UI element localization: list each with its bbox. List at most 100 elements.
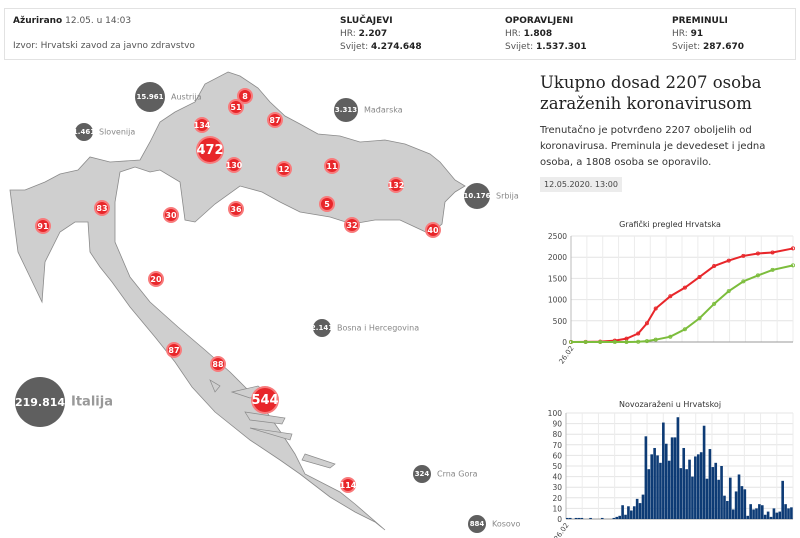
data-point xyxy=(612,339,617,344)
bar xyxy=(650,454,654,519)
stat-title: PREMINULI xyxy=(672,16,728,26)
data-point xyxy=(583,339,588,344)
chart-title: Novozaraženi u Hrvatskoj xyxy=(619,400,721,409)
bar xyxy=(717,479,720,519)
data-point xyxy=(755,273,760,278)
bar xyxy=(676,417,680,519)
bar xyxy=(644,436,648,519)
bar xyxy=(784,504,787,519)
bar xyxy=(670,437,674,519)
county-case-bubble[interactable]: 32 xyxy=(344,217,360,233)
bar xyxy=(685,469,688,519)
country-case-bubble[interactable]: 10.176 xyxy=(464,183,491,209)
summary-title: Ukupno dosad 2207 osoba zaraženih korona… xyxy=(540,73,762,113)
bar xyxy=(726,500,729,519)
hr-value: 2.207 xyxy=(358,29,388,39)
bar xyxy=(673,437,677,519)
county-case-bubble[interactable]: 88 xyxy=(210,356,226,372)
y-tick-label: 0 xyxy=(557,515,562,524)
stat-deaths: PREMINULI HR: 91 Svijet: 287.670 xyxy=(672,15,744,54)
bar xyxy=(641,494,645,519)
bar xyxy=(618,515,622,519)
county-case-bubble[interactable]: 5 xyxy=(319,196,335,212)
county-case-bubble[interactable]: 114 xyxy=(340,477,356,493)
data-point xyxy=(712,301,717,306)
bar xyxy=(589,517,592,519)
data-point xyxy=(790,263,795,268)
county-case-bubble[interactable]: 11 xyxy=(324,158,340,174)
x-tick-label: 26.02 xyxy=(558,345,576,366)
data-point xyxy=(726,289,731,294)
data-point xyxy=(697,274,702,279)
country-case-bubble[interactable]: 15.961 xyxy=(135,82,165,112)
bar xyxy=(566,517,569,519)
county-case-bubble[interactable]: 132 xyxy=(388,177,404,193)
county-case-bubble[interactable]: 20 xyxy=(148,271,164,287)
bar xyxy=(790,507,793,519)
bar xyxy=(731,509,735,519)
county-case-bubble[interactable]: 87 xyxy=(267,112,283,128)
country-case-bubble[interactable]: 219.814 xyxy=(15,377,65,427)
stats-header: Ažurirano 12.05. u 14:03 Izvor: Hrvatski… xyxy=(4,8,796,60)
bar xyxy=(691,476,694,519)
data-point xyxy=(644,339,649,344)
y-tick-label: 500 xyxy=(553,317,568,326)
county-case-bubble[interactable]: 40 xyxy=(425,222,441,238)
y-tick-label: 80 xyxy=(552,430,562,439)
bar xyxy=(728,477,732,519)
updated-label: Ažurirano xyxy=(13,16,63,26)
bar xyxy=(749,504,752,519)
data-point xyxy=(790,246,795,251)
world-label: Svijet: xyxy=(672,42,701,52)
stat-title: SLUČAJEVI xyxy=(340,16,393,26)
stat-cases: SLUČAJEVI HR: 2.207 Svijet: 4.274.648 xyxy=(340,15,422,54)
data-point xyxy=(624,339,629,344)
country-case-bubble[interactable]: 324 xyxy=(413,465,431,483)
data-point xyxy=(770,250,775,255)
county-case-bubble[interactable]: 83 xyxy=(94,200,110,216)
bar xyxy=(711,467,715,519)
county-case-bubble[interactable]: 472 xyxy=(196,136,224,164)
county-case-bubble[interactable]: 134 xyxy=(194,117,210,133)
bar xyxy=(705,478,709,519)
bar xyxy=(694,456,697,519)
county-case-bubble[interactable]: 91 xyxy=(35,218,51,234)
bar xyxy=(740,486,744,519)
x-tick-label: 26.02 xyxy=(553,522,571,538)
country-case-bubble[interactable]: 1.461 xyxy=(73,123,95,141)
hr-value: 91 xyxy=(690,29,704,39)
county-case-bubble[interactable]: 36 xyxy=(228,201,244,217)
bar xyxy=(781,480,784,519)
county-case-bubble[interactable]: 51 xyxy=(228,99,244,115)
y-tick-label: 1500 xyxy=(548,274,567,283)
data-point xyxy=(726,258,731,263)
county-case-bubble[interactable]: 544 xyxy=(251,386,279,414)
y-tick-label: 60 xyxy=(552,451,562,460)
y-tick-label: 20 xyxy=(552,494,562,503)
stat-recovered: OPORAVLJENI HR: 1.808 Svijet: 1.537.301 xyxy=(505,15,587,54)
series-line-recovered xyxy=(571,264,794,343)
data-point xyxy=(653,306,658,311)
bar xyxy=(635,498,639,519)
hr-value: 1.808 xyxy=(523,29,553,39)
stat-title: OPORAVLJENI xyxy=(505,16,574,26)
data-point xyxy=(741,279,746,284)
y-tick-label: 0 xyxy=(562,338,567,347)
country-case-bubble[interactable]: 3.313 xyxy=(334,98,358,122)
bar xyxy=(612,517,616,519)
country-label: Slovenija xyxy=(99,127,136,137)
country-label: Bosna i Hercegovina xyxy=(337,323,420,333)
data-point xyxy=(682,327,687,332)
county-case-bubble[interactable]: 30 xyxy=(163,207,179,223)
country-label: Srbija xyxy=(496,191,519,201)
county-case-bubble[interactable]: 130 xyxy=(226,157,242,173)
bar xyxy=(577,517,581,519)
y-tick-label: 30 xyxy=(552,483,562,492)
country-case-bubble[interactable]: 2.141 xyxy=(311,319,333,337)
county-case-bubble[interactable]: 12 xyxy=(276,161,292,177)
county-case-bubble[interactable]: 87 xyxy=(166,342,182,358)
croatia-map: 8 51 87 134 472 130 12 11 132 83 91 30 36 5 32 40 20 87 88… xyxy=(0,62,530,538)
bar xyxy=(696,454,700,519)
country-case-bubble[interactable]: 884 xyxy=(468,515,486,533)
data-point xyxy=(668,334,673,339)
